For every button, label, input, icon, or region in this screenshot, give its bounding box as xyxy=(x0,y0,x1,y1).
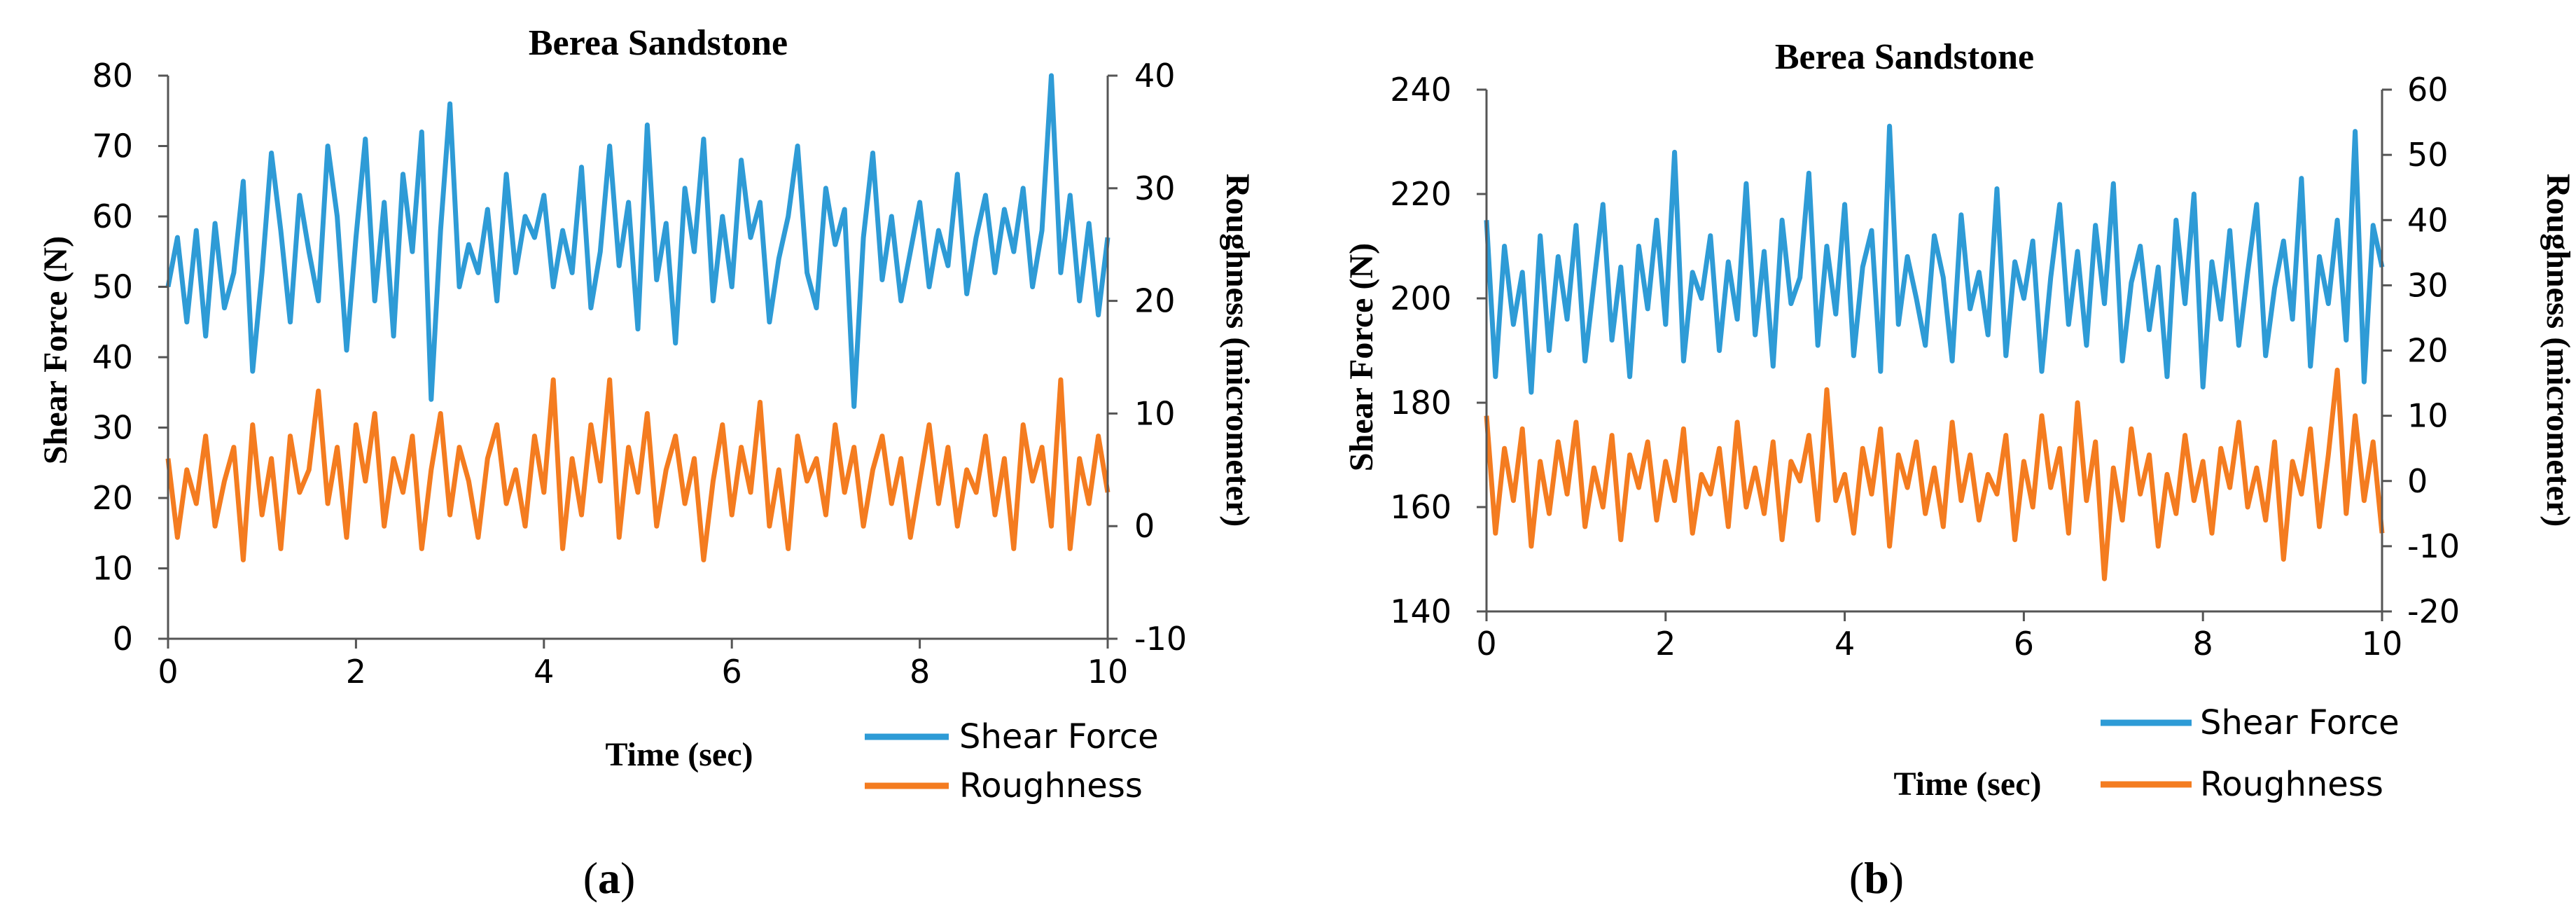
y-tick-label: 40 xyxy=(92,338,133,376)
y2-tick-label: 40 xyxy=(2407,201,2449,239)
x-tick-label: 0 xyxy=(1476,625,1496,663)
y2-tick-label: 0 xyxy=(2407,462,2428,500)
series-line-shear-force xyxy=(165,73,1111,409)
y-tick-label: 200 xyxy=(1390,279,1451,317)
y-tick-label: 60 xyxy=(92,198,133,235)
y2-tick-label: 20 xyxy=(1134,282,1176,320)
x-tick-label: 8 xyxy=(2193,625,2213,663)
x-tick-label: 10 xyxy=(1087,653,1129,691)
caption-letter: b xyxy=(1864,853,1889,903)
y2-tick-label: 0 xyxy=(1134,507,1155,545)
axes-a: 0 2 4 6 8 10 0 10 20 30 40 50 60 70 80 -10 0 10 20 30 40 xyxy=(92,57,1187,691)
y2-tick-label: 20 xyxy=(2407,332,2449,370)
series-line-roughness xyxy=(1484,367,2385,581)
x-tick-label: 6 xyxy=(722,653,742,691)
y-tick-label: 10 xyxy=(92,550,133,588)
y-tick-label: 50 xyxy=(92,268,133,306)
x-axis-label: Time (sec) xyxy=(605,736,753,773)
y2-tick-label: 10 xyxy=(1134,394,1176,432)
y-tick-label: 240 xyxy=(1390,71,1451,109)
y2-tick-label: -10 xyxy=(1134,620,1187,658)
chart-title: Berea Sandstone xyxy=(1775,37,2034,77)
panel-a: Berea Sandstone Shear Force (N) Roughnes… xyxy=(37,23,1256,903)
legend-label-shear-force: Shear Force xyxy=(2200,703,2400,742)
y-tick-label: 20 xyxy=(92,479,133,517)
x-tick-label: 8 xyxy=(910,653,930,691)
y-tick-label: 180 xyxy=(1390,384,1451,422)
x-tick-label: 6 xyxy=(2014,625,2034,663)
y-axis-label: Shear Force (N) xyxy=(1343,243,1380,471)
x-tick-label: 4 xyxy=(1834,625,1855,663)
legend-b: Shear Force Roughness xyxy=(2101,703,2400,804)
y2-tick-label: -20 xyxy=(2407,593,2460,630)
series-line-roughness xyxy=(165,377,1111,562)
y-axis-label: Shear Force (N) xyxy=(37,236,74,464)
y2-tick-label: 60 xyxy=(2407,71,2449,109)
y-tick-label: 70 xyxy=(92,127,133,165)
y2-axis-label: Roughness (micrometer) xyxy=(2540,174,2576,527)
y2-tick-label: 50 xyxy=(2407,136,2449,174)
y-tick-label: 220 xyxy=(1390,175,1451,213)
x-tick-label: 4 xyxy=(534,653,554,691)
caption-letter: a xyxy=(598,853,620,903)
y-tick-label: 160 xyxy=(1390,488,1451,526)
y2-tick-label: 40 xyxy=(1134,57,1176,95)
legend-a: Shear Force Roughness xyxy=(865,717,1159,805)
x-tick-label: 10 xyxy=(2362,625,2403,663)
plot-lines-b xyxy=(1484,123,2385,581)
y-tick-label: 80 xyxy=(92,57,133,95)
panel-caption-a: (a) xyxy=(583,853,636,903)
y-tick-label: 140 xyxy=(1390,593,1451,630)
x-tick-label: 2 xyxy=(346,653,366,691)
plot-lines-a xyxy=(165,73,1111,562)
y2-tick-label: 30 xyxy=(2407,266,2449,304)
y2-tick-label: 30 xyxy=(1134,169,1176,207)
panel-b: Berea Sandstone Shear Force (N) Roughnes… xyxy=(1343,37,2576,903)
y2-axis-label: Roughness (micrometer) xyxy=(1219,174,1256,527)
panel-caption-b: (b) xyxy=(1849,853,1904,903)
y-tick-label: 0 xyxy=(113,620,133,658)
x-axis-label: Time (sec) xyxy=(1893,766,2041,803)
x-tick-label: 0 xyxy=(158,653,178,691)
y2-tick-label: 10 xyxy=(2407,397,2449,435)
chart-title: Berea Sandstone xyxy=(529,23,788,63)
y2-tick-label: -10 xyxy=(2407,527,2460,565)
y-tick-label: 30 xyxy=(92,409,133,447)
series-line-shear-force xyxy=(1484,123,2385,395)
legend-label-roughness: Roughness xyxy=(959,766,1143,805)
axes-b: 0 2 4 6 8 10 140 160 180 200 220 240 -20 -10 0 10 20 30 40… xyxy=(1390,71,2460,663)
legend-label-shear-force: Shear Force xyxy=(959,717,1159,756)
x-tick-label: 2 xyxy=(1655,625,1676,663)
legend-label-roughness: Roughness xyxy=(2200,765,2383,804)
